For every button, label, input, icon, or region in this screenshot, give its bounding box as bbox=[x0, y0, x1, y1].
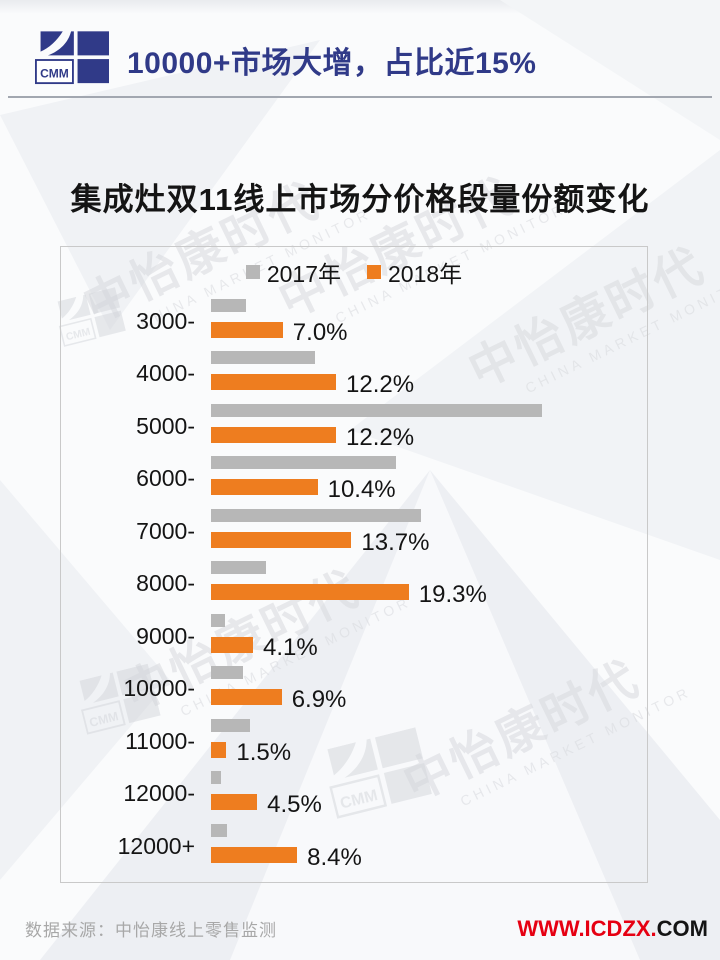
chart-legend: 2017年 2018年 bbox=[61, 260, 647, 287]
bar-2018 bbox=[211, 321, 283, 338]
value-label: 10.4% bbox=[327, 476, 396, 504]
chart-row: 5000- 12.2% bbox=[61, 400, 647, 453]
value-label: 7.0% bbox=[292, 318, 348, 346]
legend-label: 2018年 bbox=[388, 261, 463, 287]
cmm-logo: CMM bbox=[35, 31, 109, 85]
bar-2018 bbox=[211, 636, 253, 653]
chart-row: 9000- 4.1% bbox=[61, 610, 647, 663]
category-label: 12000- bbox=[123, 780, 195, 807]
chart-row: 7000- 13.7% bbox=[61, 505, 647, 558]
category-label: 12000+ bbox=[117, 832, 195, 859]
bar-2017 bbox=[211, 771, 222, 785]
chart-row: 8000- 19.3% bbox=[61, 558, 647, 611]
legend-label: 2017年 bbox=[266, 261, 341, 287]
bar-group: 13.7% bbox=[211, 508, 647, 556]
legend-swatch bbox=[245, 265, 260, 279]
website-url-red: WWW.ICDZX. bbox=[517, 916, 657, 941]
chart-row: 12000+ 8.4% bbox=[61, 820, 647, 873]
bar-2017 bbox=[211, 351, 315, 365]
website-url: WWW.ICDZX.COM bbox=[517, 916, 708, 942]
bar-group: 4.5% bbox=[211, 771, 647, 819]
chart-row: 12000- 4.5% bbox=[61, 768, 647, 821]
bar-2018 bbox=[211, 584, 409, 601]
value-label: 13.7% bbox=[361, 528, 430, 556]
chart-row: 10000- 6.9% bbox=[61, 663, 647, 716]
header-divider bbox=[8, 96, 712, 98]
value-label: 6.9% bbox=[291, 686, 347, 714]
category-label: 10000- bbox=[123, 675, 195, 702]
bar-group: 12.2% bbox=[211, 403, 647, 451]
bar-2018 bbox=[211, 426, 336, 443]
bar-group: 12.2% bbox=[211, 351, 647, 399]
bar-2017 bbox=[211, 823, 228, 837]
bar-2018 bbox=[211, 741, 227, 758]
bar-2018 bbox=[211, 794, 258, 811]
category-label: 7000- bbox=[136, 517, 195, 544]
bar-2017 bbox=[211, 508, 422, 522]
bar-2017 bbox=[211, 298, 246, 312]
bar-group: 6.9% bbox=[211, 666, 647, 714]
bar-2018 bbox=[211, 479, 318, 496]
category-label: 8000- bbox=[136, 570, 195, 597]
chart-row: 6000- 10.4% bbox=[61, 453, 647, 506]
cmm-logo-text: CMM bbox=[40, 67, 69, 81]
category-label: 4000- bbox=[136, 360, 195, 387]
bar-group: 4.1% bbox=[211, 613, 647, 661]
value-label: 4.5% bbox=[267, 791, 322, 819]
bar-group: 7.0% bbox=[211, 298, 647, 346]
category-label: 11000- bbox=[125, 727, 195, 754]
page-title: 10000+市场大增，占比近15% bbox=[127, 47, 537, 80]
data-source-note: 数据来源：中怡康线上零售监测 bbox=[25, 921, 277, 940]
bar-group: 10.4% bbox=[211, 456, 647, 504]
chart-title: 集成灶双11线上市场分价格段量份额变化 bbox=[70, 182, 650, 217]
bar-2018 bbox=[211, 846, 298, 863]
legend-item: 2018年 bbox=[367, 255, 462, 289]
bar-group: 8.4% bbox=[211, 823, 647, 871]
value-label: 12.2% bbox=[346, 371, 415, 399]
bar-2017 bbox=[211, 403, 543, 417]
bar-2017 bbox=[211, 666, 243, 680]
bar-2017 bbox=[211, 456, 396, 470]
bar-2017 bbox=[211, 718, 250, 732]
chart-area: 2017年 2018年 3000- 7.0% 4000- 12.2% 5000- 12.2%… bbox=[60, 246, 648, 883]
category-label: 9000- bbox=[136, 622, 195, 649]
bar-2018 bbox=[211, 689, 282, 706]
value-label: 1.5% bbox=[236, 738, 292, 766]
category-label: 5000- bbox=[136, 412, 195, 439]
bar-2018 bbox=[211, 374, 336, 391]
value-label: 8.4% bbox=[307, 843, 362, 871]
bar-2018 bbox=[211, 531, 352, 548]
footer: 数据来源：中怡康线上零售监测 WWW.ICDZX.COM bbox=[25, 916, 708, 942]
chart-row: 4000- 12.2% bbox=[61, 348, 647, 401]
value-label: 4.1% bbox=[263, 633, 318, 661]
value-label: 12.2% bbox=[346, 423, 415, 451]
bar-2017 bbox=[211, 561, 267, 575]
bar-2017 bbox=[211, 613, 226, 627]
chart-row: 11000- 1.5% bbox=[61, 715, 647, 768]
legend-swatch bbox=[367, 265, 381, 279]
value-label: 19.3% bbox=[418, 581, 487, 609]
chart-row: 3000- 7.0% bbox=[61, 295, 647, 348]
category-label: 6000- bbox=[136, 465, 195, 492]
legend-item: 2017年 bbox=[245, 255, 341, 289]
website-url-dark: COM bbox=[656, 916, 708, 941]
bar-group: 1.5% bbox=[211, 718, 647, 766]
chart-rows: 3000- 7.0% 4000- 12.2% 5000- 12.2% 6000- 10.4% 7… bbox=[61, 295, 647, 873]
header: CMM 10000+市场大增，占比近15% bbox=[35, 30, 537, 90]
category-label: 3000- bbox=[136, 307, 195, 334]
bar-group: 19.3% bbox=[211, 561, 647, 609]
